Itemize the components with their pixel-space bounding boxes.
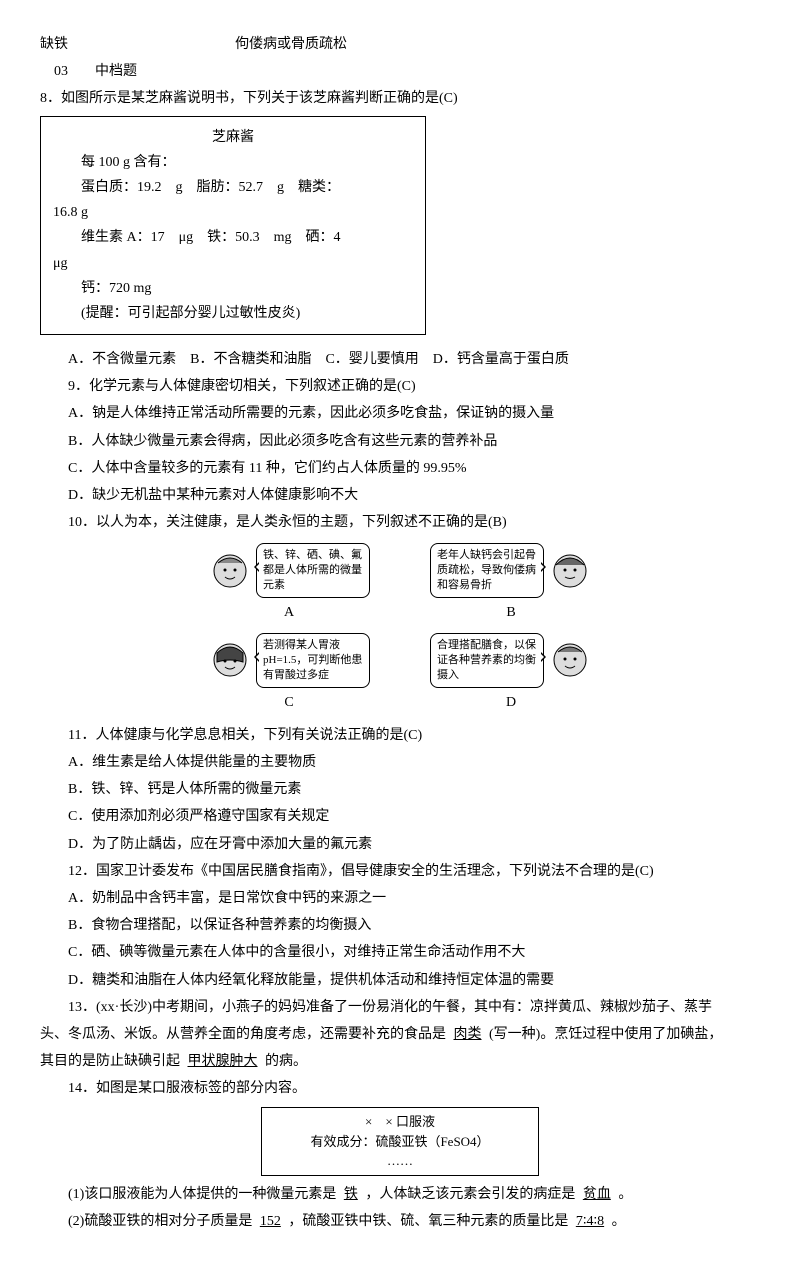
q13-line2: 头、冬瓜汤、米饭。从营养全面的角度考虑，还需要补充的食品是 肉类 (写一种)。烹… <box>40 1022 760 1047</box>
q9-a: A．钠是人体维持正常活动所需要的元素，因此必须多吃食盐，保证钠的摄入量 <box>40 401 760 426</box>
q10-row1: 铁、锌、硒、碘、氟都是人体所需的微量元素 A 老年人缺钙会引起骨质疏松，导致佝偻… <box>40 543 760 625</box>
q14-s2c: 。 <box>612 1214 626 1229</box>
top-left: 缺铁 <box>40 37 68 52</box>
q14-s2a: (2)硫酸亚铁的相对分子质量是 <box>68 1214 252 1229</box>
q14-s2b: ，硫酸亚铁中铁、硫、氧三种元素的质量比是 <box>288 1214 568 1229</box>
q14-box: × × 口服液 有效成分：硫酸亚铁（FeSO4） …… <box>261 1107 539 1176</box>
q8-box-title: 芝麻酱 <box>53 125 413 150</box>
q14-box-l1: × × 口服液 <box>270 1112 530 1132</box>
q10-bubble-d: 合理搭配膳食，以保证各种营养素的均衡摄入 <box>430 633 544 688</box>
q10-row2: 若测得某人胃液pH=1.5，可判断他患有胃酸过多症 C 合理搭配膳食，以保证各种… <box>40 633 760 715</box>
q13-p2b: 的病。 <box>265 1054 307 1069</box>
q13-ans1: 肉类 <box>450 1027 486 1042</box>
q8-box-l2: 蛋白质：19.2 g 脂肪：52.7 g 糖类： <box>53 175 413 200</box>
q11-c: C．使用添加剂必须严格遵守国家有关规定 <box>40 804 760 829</box>
q9-c: C．人体中含量较多的元素有 11 种，它们约占人体质量的 99.95% <box>40 456 760 481</box>
q10-panel-c: 若测得某人胃液pH=1.5，可判断他患有胃酸过多症 C <box>208 633 370 715</box>
q10-label-b: B <box>506 600 515 625</box>
q10-panel-b: 老年人缺钙会引起骨质疏松，导致佝偻病和容易骨折 B <box>430 543 592 625</box>
q14-s1: (1)该口服液能为人体提供的一种微量元素是 铁 ，人体缺乏该元素会引发的病症是 … <box>40 1182 760 1207</box>
q14-s1ans2: 贫血 <box>579 1187 615 1202</box>
q14-s1c: 。 <box>618 1187 632 1202</box>
section-num: 03 <box>54 64 68 79</box>
q11-b: B．铁、锌、钙是人体所需的微量元素 <box>40 777 760 802</box>
q13-p2a: 其目的是防止缺碘引起 <box>40 1054 180 1069</box>
q14-s2ans2: 7∶4∶8 <box>572 1214 608 1229</box>
q10-stem: 10．以人为本，关注健康，是人类永恒的主题，下列叙述不正确的是(B) <box>40 510 760 535</box>
q12-c: C．硒、碘等微量元素在人体中的含量很小，对维持正常生命活动作用不大 <box>40 940 760 965</box>
q8-box-l1: 每 100 g 含有： <box>53 150 413 175</box>
q13-line1: 13．(xx·长沙)中考期间，小燕子的妈妈准备了一份易消化的午餐，其中有：凉拌黄… <box>40 995 760 1020</box>
q13-p1a: 13．(xx·长沙)中考期间，小燕子的妈妈准备了一份易消化的午餐，其中有：凉拌黄… <box>68 1000 712 1015</box>
q12-b: B．食物合理搭配，以保证各种营养素的均衡摄入 <box>40 913 760 938</box>
face-icon <box>208 549 252 593</box>
q8-box-l2b: 16.8 g <box>53 200 413 225</box>
q10-panel-d: 合理搭配膳食，以保证各种营养素的均衡摄入 D <box>430 633 592 715</box>
q14-s1b: ，人体缺乏该元素会引发的病症是 <box>365 1187 575 1202</box>
q10-panel-a: 铁、锌、硒、碘、氟都是人体所需的微量元素 A <box>208 543 370 625</box>
q8-box-l3b: μg <box>53 251 413 276</box>
q9-stem: 9．化学元素与人体健康密切相关，下列叙述正确的是(C) <box>40 374 760 399</box>
q11-d: D．为了防止龋齿，应在牙膏中添加大量的氟元素 <box>40 832 760 857</box>
q13-p1b: 头、冬瓜汤、米饭。从营养全面的角度考虑，还需要补充的食品是 <box>40 1027 446 1042</box>
q10-bubble-b: 老年人缺钙会引起骨质疏松，导致佝偻病和容易骨折 <box>430 543 544 598</box>
q8-opts: A．不含微量元素 B．不含糖类和油脂 C．婴儿要慎用 D．钙含量高于蛋白质 <box>40 347 760 372</box>
q14-stem: 14．如图是某口服液标签的部分内容。 <box>40 1076 760 1101</box>
q13-ans2: 甲状腺肿大 <box>184 1054 262 1069</box>
q10-bubble-c: 若测得某人胃液pH=1.5，可判断他患有胃酸过多症 <box>256 633 370 688</box>
section-row: 03 中档题 <box>40 59 760 84</box>
q11-stem: 11．人体健康与化学息息相关，下列有关说法正确的是(C) <box>40 723 760 748</box>
q14-s2ans1: 152 <box>256 1214 285 1229</box>
top-right: 佝偻病或骨质疏松 <box>235 37 347 52</box>
q14-s2: (2)硫酸亚铁的相对分子质量是 152 ，硫酸亚铁中铁、硫、氧三种元素的质量比是… <box>40 1209 760 1234</box>
q9-d: D．缺少无机盐中某种元素对人体健康影响不大 <box>40 483 760 508</box>
q8-stem: 8．如图所示是某芝麻酱说明书，下列关于该芝麻酱判断正确的是(C) <box>40 86 760 111</box>
q10-label-a: A <box>284 600 294 625</box>
top-row: 缺铁 佝偻病或骨质疏松 <box>40 32 760 57</box>
q10-label-c: C <box>284 690 293 715</box>
q14-box-l3: …… <box>270 1151 530 1171</box>
q14-box-l2: 有效成分：硫酸亚铁（FeSO4） <box>270 1132 530 1152</box>
q8-box-l3: 维生素 A：17 μg 铁：50.3 mg 硒：4 <box>53 225 413 250</box>
face-icon <box>548 638 592 682</box>
q13-line3: 其目的是防止缺碘引起 甲状腺肿大 的病。 <box>40 1049 760 1074</box>
q14-s1ans1: 铁 <box>340 1187 362 1202</box>
face-icon <box>208 638 252 682</box>
face-icon <box>548 549 592 593</box>
q13-p1c: (写一种)。烹饪过程中使用了加碘盐， <box>489 1027 722 1042</box>
q10-label-d: D <box>506 690 516 715</box>
q11-a: A．维生素是给人体提供能量的主要物质 <box>40 750 760 775</box>
q12-stem: 12．国家卫计委发布《中国居民膳食指南》，倡导健康安全的生活理念，下列说法不合理… <box>40 859 760 884</box>
q10-bubble-a: 铁、锌、硒、碘、氟都是人体所需的微量元素 <box>256 543 370 598</box>
q12-a: A．奶制品中含钙丰富，是日常饮食中钙的来源之一 <box>40 886 760 911</box>
q14-s1a: (1)该口服液能为人体提供的一种微量元素是 <box>68 1187 336 1202</box>
section-label: 中档题 <box>95 64 137 79</box>
q9-b: B．人体缺少微量元素会得病，因此必须多吃含有这些元素的营养补品 <box>40 429 760 454</box>
q12-d: D．糖类和油脂在人体内经氧化释放能量，提供机体活动和维持恒定体温的需要 <box>40 968 760 993</box>
q8-box: 芝麻酱 每 100 g 含有： 蛋白质：19.2 g 脂肪：52.7 g 糖类：… <box>40 116 426 336</box>
q8-box-l5: (提醒：可引起部分婴儿过敏性皮炎) <box>53 301 413 326</box>
q8-box-l4: 钙：720 mg <box>53 276 413 301</box>
